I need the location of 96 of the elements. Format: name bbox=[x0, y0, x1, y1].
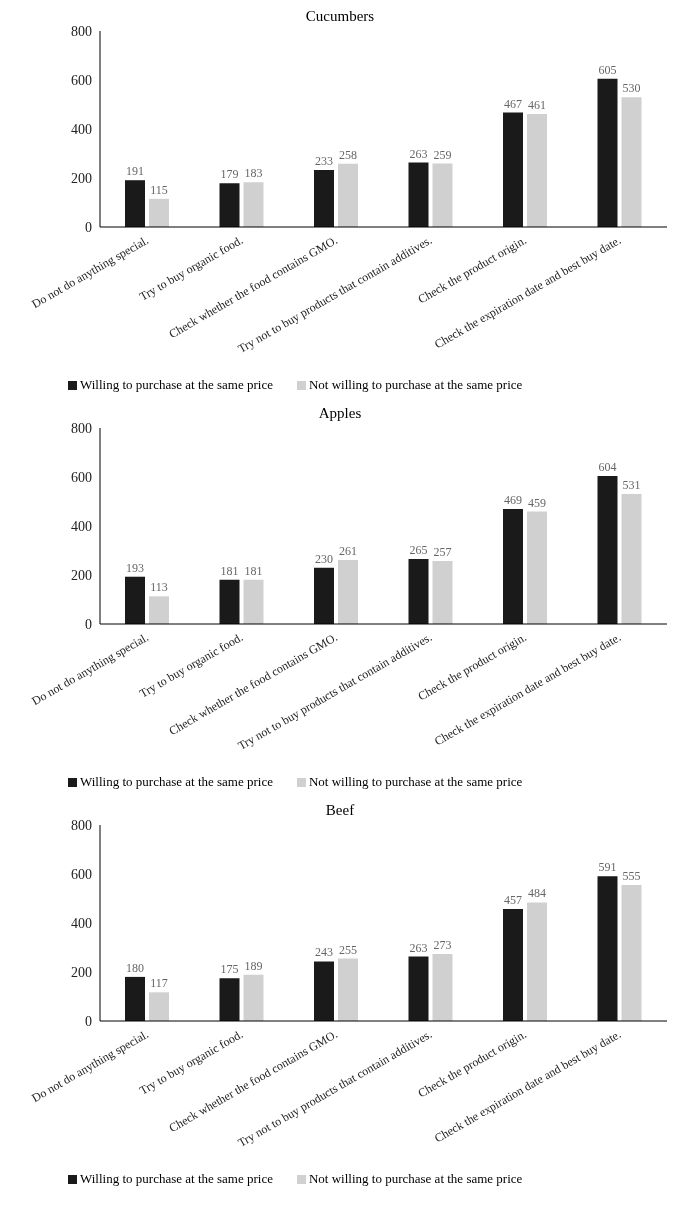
bar bbox=[527, 511, 547, 624]
bar bbox=[243, 182, 264, 227]
chart-title: Beef bbox=[325, 802, 355, 818]
bar bbox=[503, 112, 523, 227]
bar bbox=[621, 885, 642, 1021]
data-label: 179 bbox=[220, 167, 239, 182]
data-label: 604 bbox=[598, 460, 617, 475]
bar bbox=[597, 78, 618, 227]
bar bbox=[503, 909, 523, 1021]
bar bbox=[503, 509, 523, 624]
data-label: 183 bbox=[244, 166, 263, 181]
bar bbox=[408, 956, 429, 1021]
bar bbox=[314, 567, 334, 624]
data-label: 484 bbox=[528, 886, 546, 901]
y-tick-label: 0 bbox=[85, 616, 92, 632]
data-label: 115 bbox=[150, 182, 168, 197]
data-label: 230 bbox=[315, 551, 333, 566]
bar bbox=[597, 476, 618, 624]
data-label: 469 bbox=[504, 493, 522, 508]
data-label: 233 bbox=[315, 153, 333, 168]
data-label: 457 bbox=[504, 893, 522, 908]
data-label: 531 bbox=[622, 477, 641, 492]
bar bbox=[219, 978, 240, 1021]
data-label: 261 bbox=[339, 544, 357, 559]
bar bbox=[314, 961, 334, 1021]
bar bbox=[314, 169, 334, 227]
data-label: 273 bbox=[433, 938, 452, 953]
bar bbox=[338, 958, 358, 1021]
data-label: 591 bbox=[598, 860, 617, 875]
data-label: 467 bbox=[504, 96, 522, 111]
y-tick-label: 200 bbox=[71, 964, 92, 980]
data-label: 180 bbox=[126, 960, 144, 975]
data-label: 555 bbox=[622, 869, 641, 884]
bar bbox=[243, 579, 264, 624]
legend-label: Willing to purchase at the same price bbox=[79, 377, 273, 393]
bar bbox=[432, 954, 453, 1021]
bar bbox=[527, 114, 547, 227]
bar bbox=[621, 97, 642, 227]
data-label: 193 bbox=[126, 560, 144, 575]
bar bbox=[125, 576, 145, 624]
y-tick-label: 600 bbox=[71, 72, 92, 88]
bar bbox=[597, 876, 618, 1021]
data-label: 181 bbox=[220, 563, 239, 578]
legend-label: Willing to purchase at the same price bbox=[79, 1171, 273, 1187]
legend-label: Not willing to purchase at the same price bbox=[307, 1171, 523, 1187]
bar bbox=[149, 992, 169, 1021]
data-label: 605 bbox=[598, 62, 617, 77]
data-label: 259 bbox=[433, 147, 452, 162]
data-label: 461 bbox=[528, 98, 546, 113]
data-label: 113 bbox=[150, 580, 168, 595]
data-label: 117 bbox=[150, 976, 168, 991]
bar bbox=[243, 974, 264, 1021]
data-label: 258 bbox=[339, 147, 357, 162]
bar bbox=[432, 163, 453, 227]
chart-title: Cucumbers bbox=[305, 8, 375, 24]
data-label: 181 bbox=[244, 563, 263, 578]
bar bbox=[125, 976, 145, 1021]
data-label: 189 bbox=[244, 958, 263, 973]
bar bbox=[408, 162, 429, 227]
y-tick-label: 400 bbox=[71, 915, 92, 931]
data-label: 530 bbox=[622, 81, 641, 96]
y-tick-label: 0 bbox=[85, 219, 92, 235]
y-tick-label: 800 bbox=[71, 817, 92, 833]
legend-label: Not willing to purchase at the same price bbox=[307, 774, 523, 790]
data-label: 265 bbox=[409, 543, 428, 558]
y-tick-label: 600 bbox=[71, 866, 92, 882]
data-label: 459 bbox=[528, 495, 546, 510]
y-tick-label: 400 bbox=[71, 518, 92, 534]
data-label: 263 bbox=[409, 146, 428, 161]
data-label: 175 bbox=[220, 962, 239, 977]
y-tick-label: 0 bbox=[85, 1013, 92, 1029]
bar bbox=[149, 596, 169, 624]
bar bbox=[338, 560, 358, 624]
bar bbox=[125, 180, 145, 227]
y-tick-label: 400 bbox=[71, 121, 92, 137]
y-tick-label: 200 bbox=[71, 170, 92, 186]
data-label: 243 bbox=[315, 945, 333, 960]
data-label: 257 bbox=[433, 545, 452, 560]
legend-label: Not willing to purchase at the same price bbox=[307, 377, 523, 393]
legend-label: Willing to purchase at the same price bbox=[79, 774, 273, 790]
y-tick-label: 800 bbox=[71, 420, 92, 436]
bar bbox=[219, 579, 240, 624]
data-label: 255 bbox=[339, 942, 357, 957]
bar bbox=[219, 183, 240, 227]
bar bbox=[527, 902, 547, 1021]
y-tick-label: 800 bbox=[71, 23, 92, 39]
y-tick-label: 200 bbox=[71, 567, 92, 583]
bar bbox=[408, 559, 429, 624]
data-label: 263 bbox=[409, 940, 428, 955]
bar bbox=[338, 163, 358, 227]
chart-title: Apples bbox=[318, 405, 362, 421]
bar bbox=[149, 198, 169, 227]
bar bbox=[621, 493, 642, 624]
bar bbox=[432, 561, 453, 624]
y-tick-label: 600 bbox=[71, 469, 92, 485]
data-label: 191 bbox=[126, 164, 144, 179]
